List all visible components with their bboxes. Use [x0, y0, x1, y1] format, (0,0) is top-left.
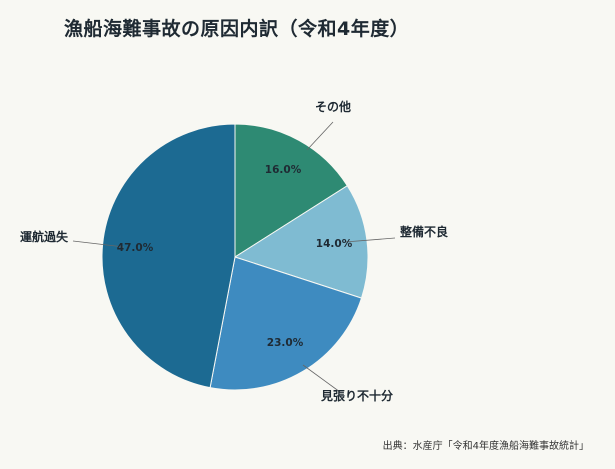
- category-label-3: 運航過失: [20, 229, 69, 244]
- pie-slice-2: [209, 256, 363, 391]
- leader-line-0: [306, 121, 334, 151]
- category-label-0: その他: [315, 99, 351, 114]
- value-label-1: 14.0%: [316, 238, 353, 250]
- source-note: 出典：水産庁「令和4年度漁船海難事故統計」: [382, 441, 589, 452]
- value-label-0: 16.0%: [265, 164, 302, 176]
- pie-slice-0: [234, 123, 348, 258]
- pie-slice-3: [101, 123, 236, 389]
- value-label-2: 23.0%: [267, 337, 304, 349]
- leader-line-2: [302, 364, 341, 393]
- category-label-2: 見張り不十分: [320, 388, 393, 403]
- value-label-3: 47.0%: [117, 242, 154, 254]
- chart-title: 漁船海難事故の原因内訳（令和4年度）: [64, 18, 410, 40]
- leader-line-1: [344, 237, 396, 243]
- leader-line-3: [72, 240, 125, 248]
- category-label-1: 整備不良: [399, 224, 448, 239]
